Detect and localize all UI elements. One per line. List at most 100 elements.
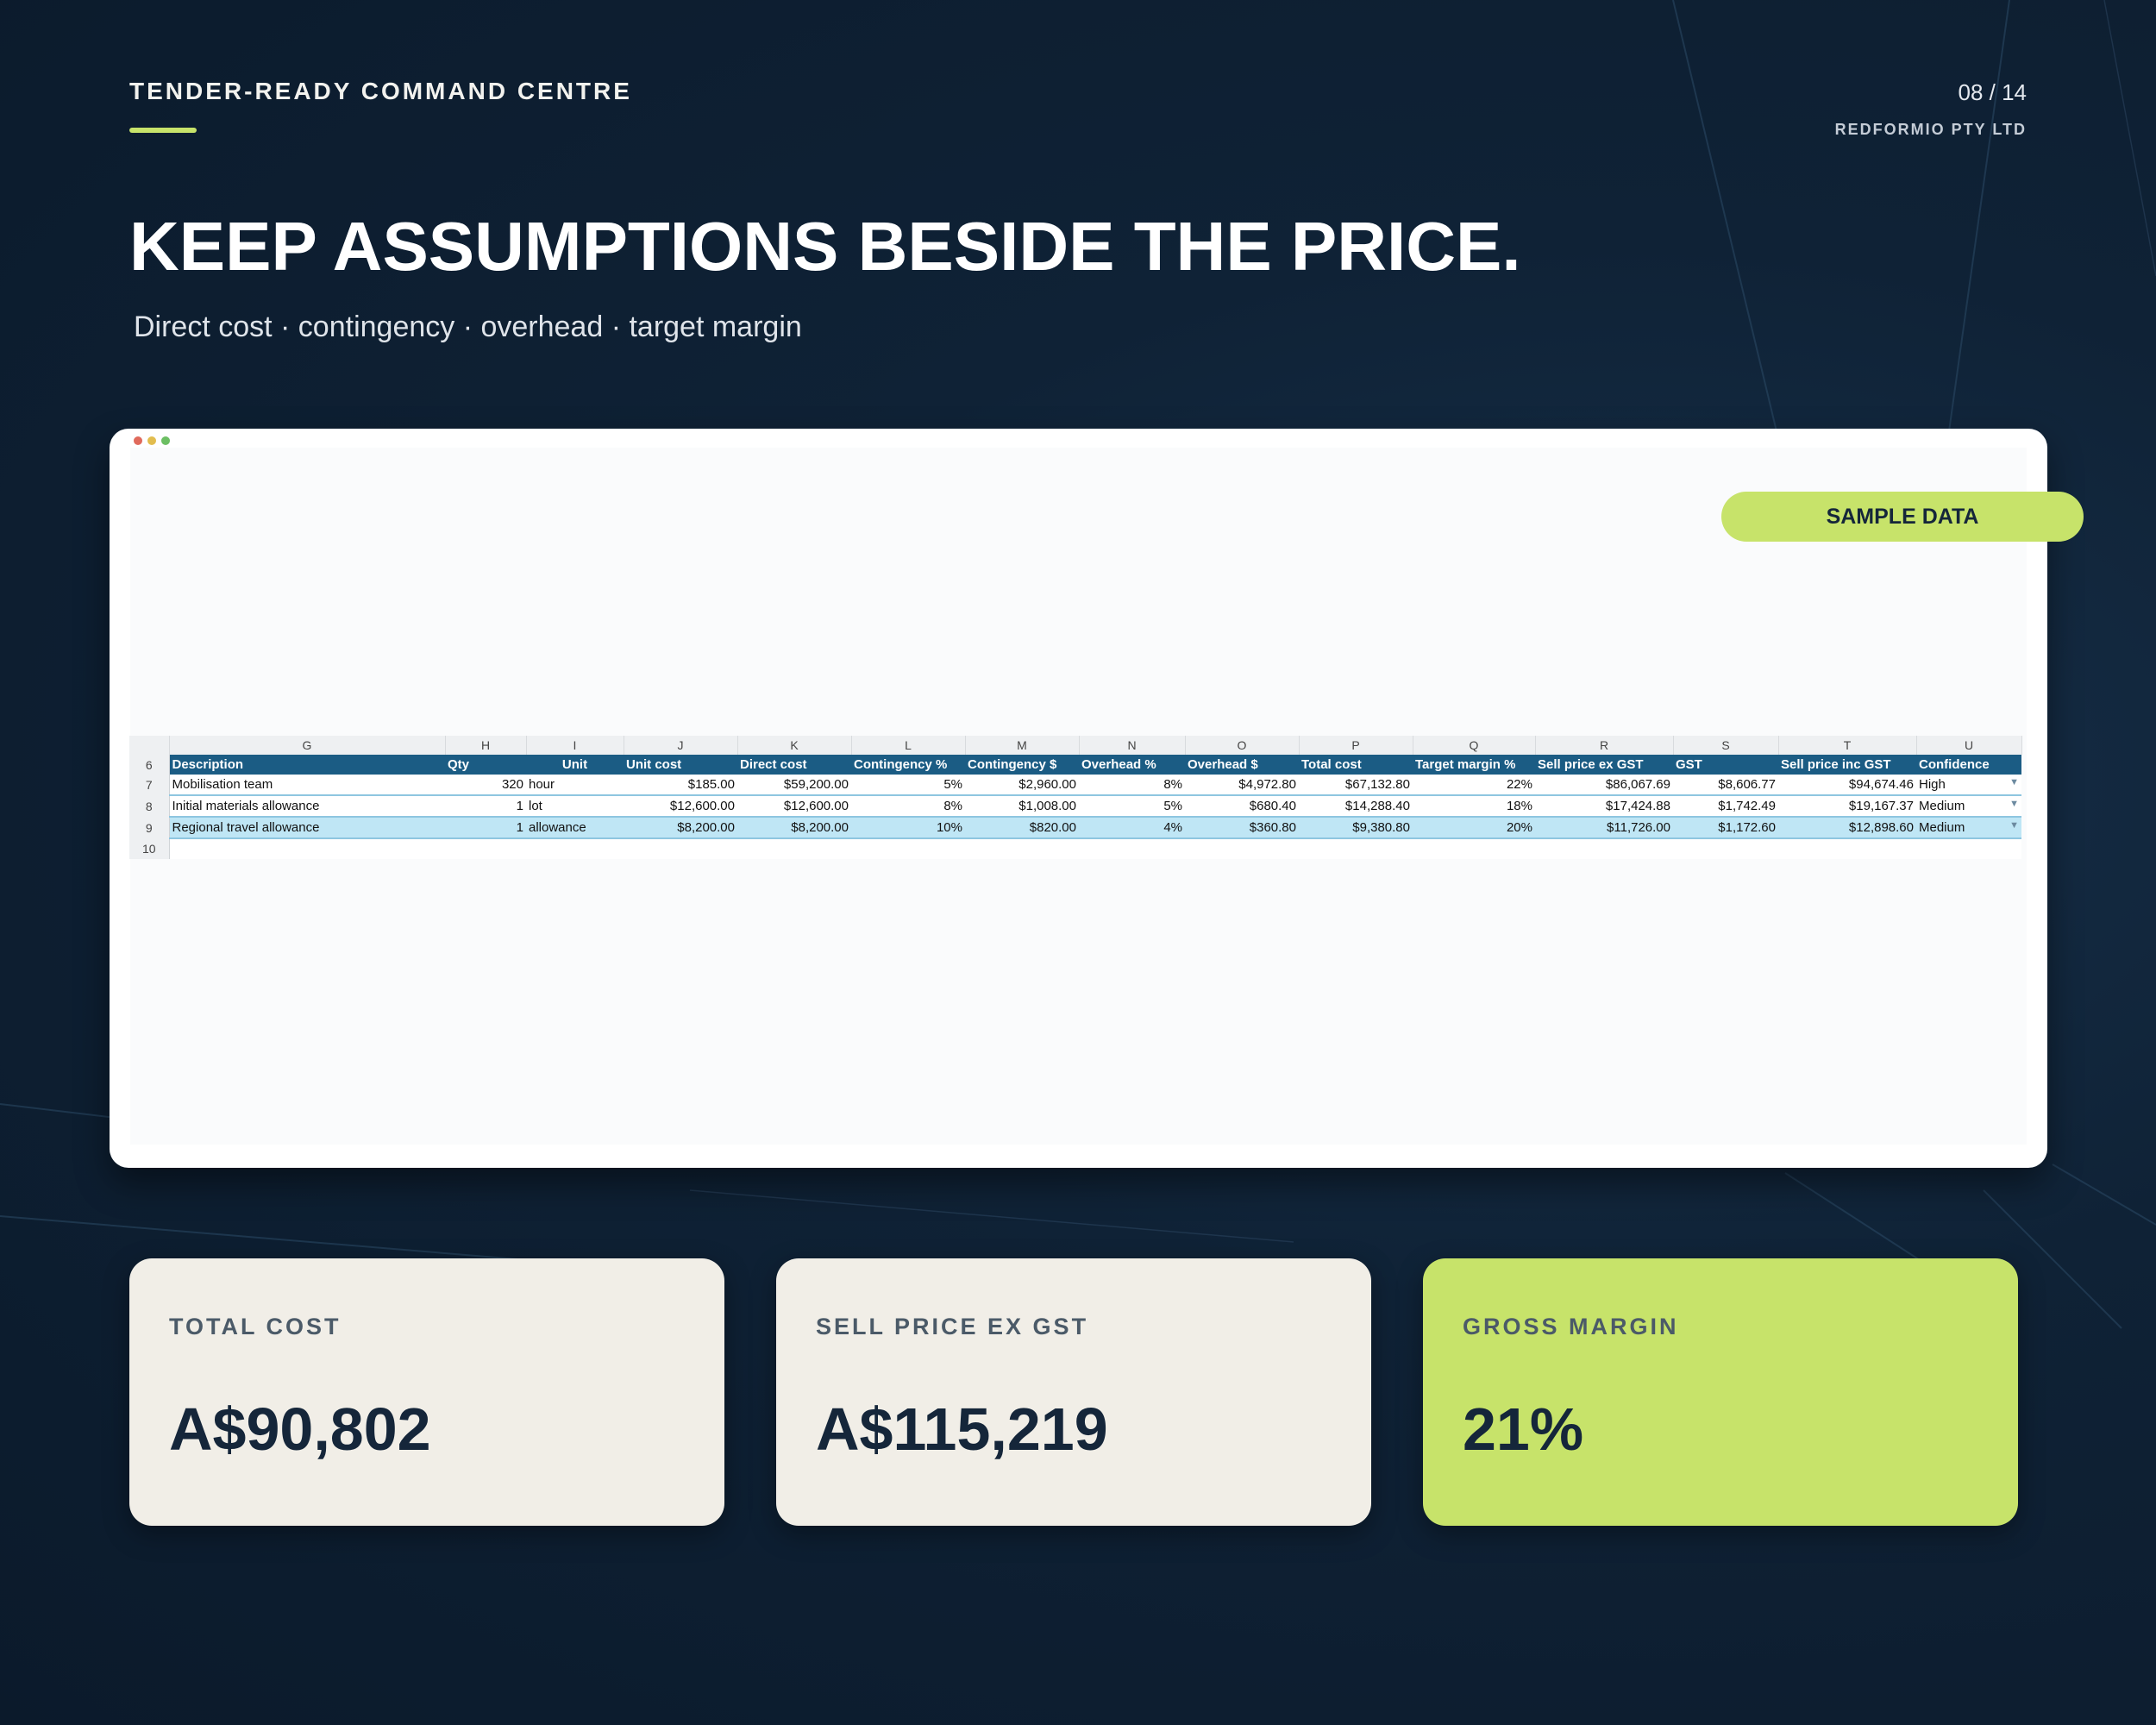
column-letter-row: G H I J K L M N O P Q R S T U xyxy=(129,736,2022,755)
contingency-amount-cell[interactable]: $820.00 xyxy=(965,817,1079,839)
column-letter[interactable]: L xyxy=(851,736,966,755)
sell-ex-gst-cell[interactable]: $86,067.69 xyxy=(1535,775,1673,796)
window-minimize-dot[interactable] xyxy=(147,436,156,445)
overhead-pct-cell[interactable]: 5% xyxy=(1079,795,1185,818)
page-subtitle: Direct cost · contingency · overhead · t… xyxy=(134,310,802,343)
row-number[interactable]: 8 xyxy=(129,795,170,817)
sell-ex-gst-cell[interactable]: $17,424.88 xyxy=(1535,795,1673,818)
column-letter[interactable]: Q xyxy=(1413,736,1536,755)
confidence-dropdown-cell[interactable]: ▼ High xyxy=(1916,775,2021,796)
confidence-dropdown-cell[interactable]: ▼ Medium xyxy=(1916,795,2021,818)
page-title: KEEP ASSUMPTIONS BESIDE THE PRICE. xyxy=(129,208,1521,285)
overhead-amount-cell[interactable]: $680.40 xyxy=(1185,795,1299,818)
header-cell[interactable]: Direct cost xyxy=(737,755,851,775)
header-cell[interactable]: Qty xyxy=(445,755,526,775)
window-maximize-dot[interactable] xyxy=(161,436,170,445)
target-margin-cell[interactable]: 18% xyxy=(1413,795,1535,818)
gst-cell[interactable]: $8,606.77 xyxy=(1673,775,1778,796)
column-letter[interactable]: H xyxy=(445,736,527,755)
column-letter[interactable]: U xyxy=(1916,736,2022,755)
column-letter[interactable]: K xyxy=(737,736,852,755)
direct-cost-cell[interactable]: $12,600.00 xyxy=(737,795,851,818)
unit-cell[interactable]: lot xyxy=(526,795,624,818)
unit-cell[interactable]: allowance xyxy=(526,817,624,839)
header-cell[interactable]: Contingency $ xyxy=(965,755,1079,775)
sell-inc-gst-cell[interactable]: $12,898.60 xyxy=(1778,817,1916,839)
column-letter[interactable]: I xyxy=(526,736,624,755)
qty-cell[interactable]: 1 xyxy=(445,817,526,839)
total-cost-cell[interactable]: $67,132.80 xyxy=(1299,775,1413,796)
header-cell[interactable]: Description xyxy=(169,755,445,775)
gst-cell[interactable]: $1,742.49 xyxy=(1673,795,1778,818)
total-cost-cell[interactable]: $14,288.40 xyxy=(1299,795,1413,818)
column-letter[interactable]: N xyxy=(1079,736,1186,755)
dropdown-arrow-icon[interactable]: ▼ xyxy=(2009,799,2019,809)
corner-cell[interactable] xyxy=(129,736,170,755)
column-letter[interactable]: P xyxy=(1299,736,1413,755)
column-letter[interactable]: S xyxy=(1673,736,1779,755)
kpi-card-gross-margin: GROSS MARGIN 21% xyxy=(1423,1258,2018,1526)
overhead-pct-cell[interactable]: 4% xyxy=(1079,817,1185,839)
qty-cell[interactable]: 1 xyxy=(445,795,526,818)
kpi-card-total-cost: TOTAL COST A$90,802 xyxy=(129,1258,724,1526)
column-letter[interactable]: J xyxy=(624,736,738,755)
deck-kicker: TENDER-READY COMMAND CENTRE xyxy=(129,78,632,104)
header-cell[interactable]: GST xyxy=(1673,755,1778,775)
direct-cost-cell[interactable]: $8,200.00 xyxy=(737,817,851,839)
column-letter[interactable]: T xyxy=(1778,736,1917,755)
contingency-amount-cell[interactable]: $2,960.00 xyxy=(965,775,1079,796)
header-cell[interactable]: Overhead % xyxy=(1079,755,1185,775)
contingency-pct-cell[interactable]: 5% xyxy=(851,775,965,796)
target-margin-cell[interactable]: 22% xyxy=(1413,775,1535,796)
overhead-amount-cell[interactable]: $4,972.80 xyxy=(1185,775,1299,796)
confidence-dropdown-cell[interactable]: ▼ Medium xyxy=(1916,817,2021,839)
target-margin-cell[interactable]: 20% xyxy=(1413,817,1535,839)
overhead-pct-cell[interactable]: 8% xyxy=(1079,775,1185,796)
sell-ex-gst-cell[interactable]: $11,726.00 xyxy=(1535,817,1673,839)
description-cell[interactable]: Regional travel allowance xyxy=(169,817,445,839)
sell-inc-gst-cell[interactable]: $94,674.46 xyxy=(1778,775,1916,796)
empty-row: 10 xyxy=(129,838,2021,859)
header-cell[interactable]: Total cost xyxy=(1299,755,1413,775)
gst-cell[interactable]: $1,172.60 xyxy=(1673,817,1778,839)
row-number[interactable]: 9 xyxy=(129,817,170,838)
header-cell[interactable]: Sell price ex GST xyxy=(1535,755,1673,775)
qty-cell[interactable]: 320 xyxy=(445,775,526,796)
contingency-pct-cell[interactable]: 10% xyxy=(851,817,965,839)
kpi-card-sell-price: SELL PRICE EX GST A$115,219 xyxy=(776,1258,1371,1526)
kpi-value: A$115,219 xyxy=(816,1396,1108,1463)
table-row: 8 Initial materials allowance 1 lot $12,… xyxy=(129,795,2021,818)
row-number[interactable]: 7 xyxy=(129,775,170,795)
sell-inc-gst-cell[interactable]: $19,167.37 xyxy=(1778,795,1916,818)
row-number[interactable]: 10 xyxy=(129,838,170,859)
dropdown-arrow-icon[interactable]: ▼ xyxy=(2009,820,2019,831)
direct-cost-cell[interactable]: $59,200.00 xyxy=(737,775,851,796)
row-number[interactable]: 6 xyxy=(129,755,170,775)
empty-cell[interactable] xyxy=(169,838,2021,859)
window-close-dot[interactable] xyxy=(134,436,142,445)
unit-cost-cell[interactable]: $8,200.00 xyxy=(624,817,737,839)
company-name: REDFORMIO PTY LTD xyxy=(1834,121,2027,138)
table-row: 7 Mobilisation team 320 hour $185.00 $59… xyxy=(129,775,2021,796)
overhead-amount-cell[interactable]: $360.80 xyxy=(1185,817,1299,839)
header-cell[interactable]: Unit cost xyxy=(624,755,737,775)
header-cell[interactable]: Overhead $ xyxy=(1185,755,1299,775)
contingency-amount-cell[interactable]: $1,008.00 xyxy=(965,795,1079,818)
column-letter[interactable]: G xyxy=(169,736,446,755)
header-cell[interactable]: Sell price inc GST xyxy=(1778,755,1916,775)
header-cell[interactable]: Contingency % xyxy=(851,755,965,775)
description-cell[interactable]: Mobilisation team xyxy=(169,775,445,796)
column-letter[interactable]: O xyxy=(1185,736,1300,755)
header-cell[interactable]: Unit xyxy=(526,755,624,775)
unit-cost-cell[interactable]: $185.00 xyxy=(624,775,737,796)
column-letter[interactable]: M xyxy=(965,736,1080,755)
description-cell[interactable]: Initial materials allowance xyxy=(169,795,445,818)
total-cost-cell[interactable]: $9,380.80 xyxy=(1299,817,1413,839)
dropdown-arrow-icon[interactable]: ▼ xyxy=(2009,777,2019,787)
column-letter[interactable]: R xyxy=(1535,736,1674,755)
header-cell[interactable]: Target margin % xyxy=(1413,755,1535,775)
contingency-pct-cell[interactable]: 8% xyxy=(851,795,965,818)
header-cell[interactable]: Confidence xyxy=(1916,755,2021,775)
unit-cell[interactable]: hour xyxy=(526,775,624,796)
unit-cost-cell[interactable]: $12,600.00 xyxy=(624,795,737,818)
